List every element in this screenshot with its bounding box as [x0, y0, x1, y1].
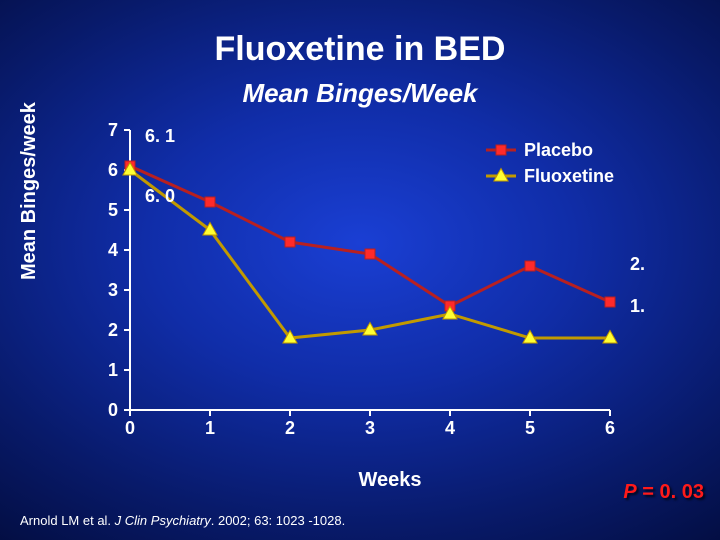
citation-rest: . 2002; 63: 1023 -1028. [211, 513, 345, 528]
p-value-number: = 0. 03 [637, 481, 704, 503]
slide-title: Fluoxetine in BED [0, 30, 720, 69]
line-chart: 0 1 2 3 4 5 6 7 0 1 2 3 4 5 6 6. 1 6. 0 2. 7 1. 8 Placebo Fl… [70, 120, 650, 450]
citation: Arnold LM et al. J Clin Psychiatry. 2002… [20, 513, 345, 528]
svg-text:4: 4 [445, 418, 455, 438]
slide-subtitle: Mean Binges/Week [0, 78, 720, 109]
svg-text:1: 1 [108, 360, 118, 380]
svg-text:5: 5 [525, 418, 535, 438]
svg-text:3: 3 [108, 280, 118, 300]
citation-author: Arnold LM et al. [20, 513, 115, 528]
x-axis-label: Weeks [30, 469, 720, 492]
svg-text:2. 7: 2. 7 [630, 254, 650, 274]
svg-text:0: 0 [108, 400, 118, 420]
svg-text:5: 5 [108, 200, 118, 220]
svg-text:Fluoxetine: Fluoxetine [524, 166, 614, 186]
p-value-symbol: P [623, 481, 636, 503]
citation-journal: J Clin Psychiatry [115, 513, 211, 528]
svg-text:6. 0: 6. 0 [145, 186, 175, 206]
p-value: P = 0. 03 [623, 481, 704, 504]
svg-text:2: 2 [108, 320, 118, 340]
svg-text:6: 6 [605, 418, 615, 438]
y-axis-label: Mean Binges/week [18, 102, 41, 280]
svg-text:0: 0 [125, 418, 135, 438]
svg-text:6. 1: 6. 1 [145, 126, 175, 146]
svg-text:Placebo: Placebo [524, 140, 593, 160]
svg-text:2: 2 [285, 418, 295, 438]
svg-text:6: 6 [108, 160, 118, 180]
svg-text:3: 3 [365, 418, 375, 438]
svg-text:1. 8: 1. 8 [630, 296, 650, 316]
svg-text:1: 1 [205, 418, 215, 438]
svg-text:7: 7 [108, 120, 118, 140]
chart-container: 0 1 2 3 4 5 6 7 0 1 2 3 4 5 6 6. 1 6. 0 2. 7 1. 8 Placebo Fl… [70, 120, 650, 450]
svg-text:4: 4 [108, 240, 118, 260]
slide-root: Fluoxetine in BED Mean Binges/Week Mean … [0, 0, 720, 540]
